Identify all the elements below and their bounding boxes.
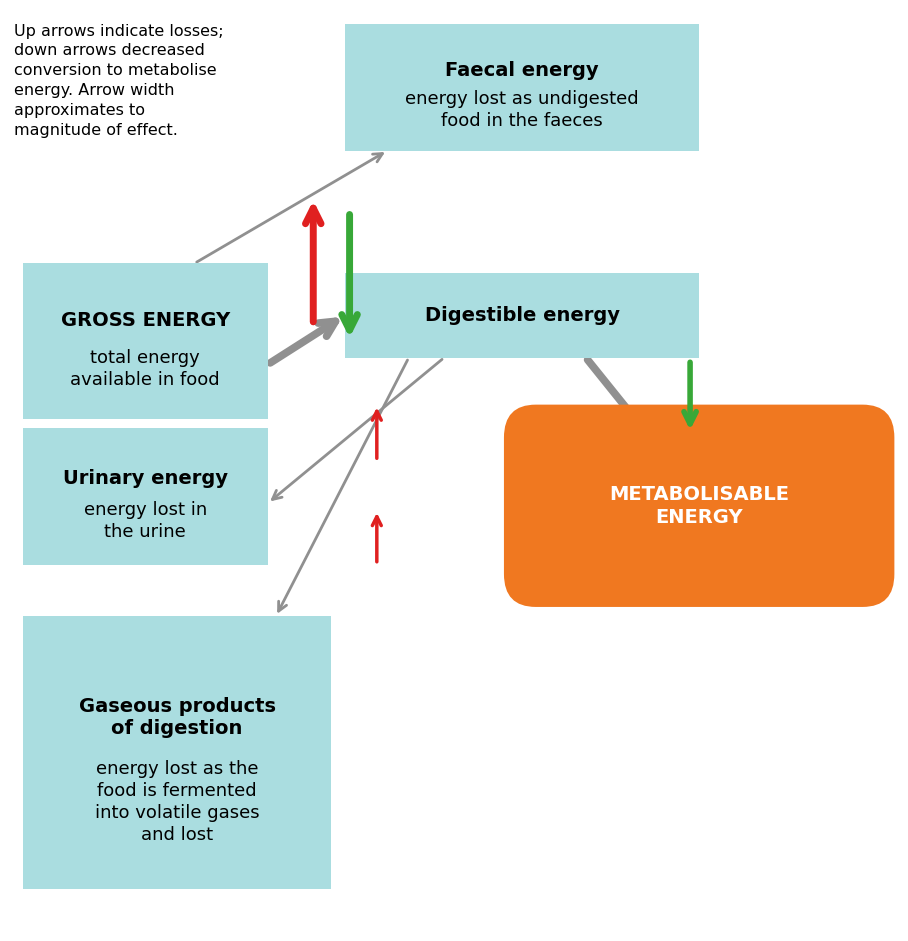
Bar <box>23 428 268 565</box>
Text: Urinary energy: Urinary energy <box>63 470 228 488</box>
Bar <box>345 273 699 358</box>
Text: energy lost in
the urine: energy lost in the urine <box>84 501 207 541</box>
Text: energy lost as undigested
food in the faeces: energy lost as undigested food in the fa… <box>405 89 639 130</box>
Text: METABOLISABLE
ENERGY: METABOLISABLE ENERGY <box>609 485 789 527</box>
Text: Gaseous products
of digestion: Gaseous products of digestion <box>79 697 275 738</box>
Bar <box>345 24 699 151</box>
FancyBboxPatch shape <box>504 405 894 607</box>
Text: energy lost as the
food is fermented
into volatile gases
and lost: energy lost as the food is fermented int… <box>94 759 260 844</box>
Text: Up arrows indicate losses;
down arrows decreased
conversion to metabolise
energy: Up arrows indicate losses; down arrows d… <box>14 24 223 137</box>
Text: Faecal energy: Faecal energy <box>445 61 599 80</box>
Bar <box>23 616 331 889</box>
Text: Digestible energy: Digestible energy <box>425 306 619 325</box>
Text: total energy
available in food: total energy available in food <box>71 349 220 390</box>
Text: GROSS ENERGY: GROSS ENERGY <box>61 311 230 330</box>
Bar <box>23 263 268 419</box>
